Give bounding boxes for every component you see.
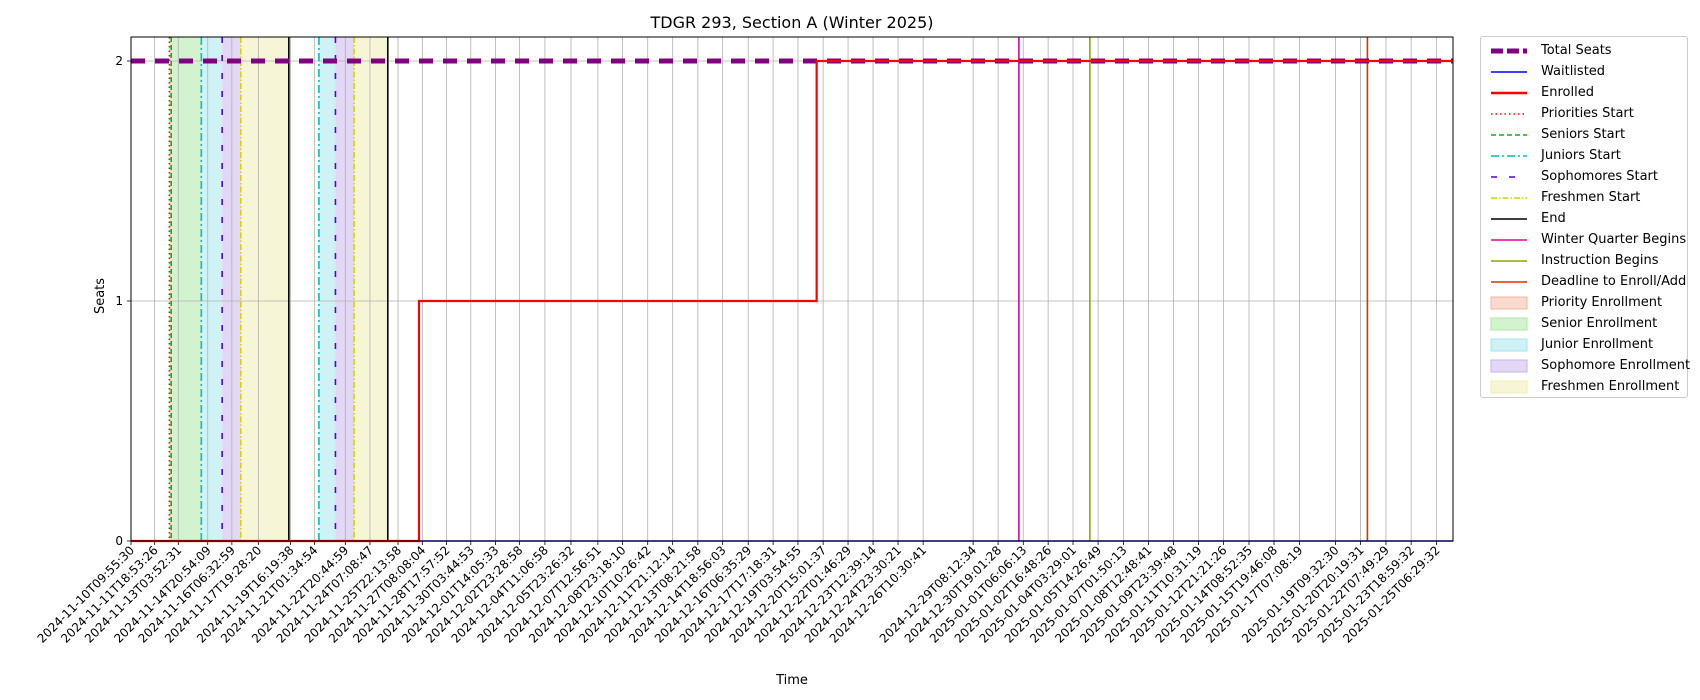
y-tick-label: 0 bbox=[115, 534, 123, 548]
legend-label: Enrolled bbox=[1541, 85, 1594, 100]
legend-item: Freshmen Enrollment bbox=[1489, 376, 1687, 397]
legend-item: Senior Enrollment bbox=[1489, 313, 1687, 334]
legend-swatch bbox=[1491, 70, 1527, 73]
plot-area: 2024-11-10T09:55:302024-11-11T18:53:2620… bbox=[35, 36, 1454, 646]
legend-label: Total Seats bbox=[1541, 43, 1612, 58]
x-axis-label: Time bbox=[775, 673, 808, 688]
legend-swatch bbox=[1491, 217, 1527, 220]
legend-item: Sophomore Enrollment bbox=[1489, 355, 1691, 376]
legend-swatch bbox=[1491, 259, 1527, 262]
legend-label: Waitlisted bbox=[1541, 64, 1606, 79]
legend-label: Sophomore Enrollment bbox=[1541, 358, 1691, 373]
legend-label: End bbox=[1541, 211, 1566, 226]
legend-swatch bbox=[1491, 154, 1527, 157]
y-axis-label: Seats bbox=[93, 278, 108, 314]
chart-title: TDGR 293, Section A (Winter 2025) bbox=[649, 13, 933, 32]
legend-item: Enrolled bbox=[1489, 82, 1687, 103]
legend-item: Priorities Start bbox=[1489, 103, 1687, 124]
legend-item: Junior Enrollment bbox=[1489, 334, 1687, 355]
legend-swatch bbox=[1491, 196, 1527, 199]
legend-label: Priorities Start bbox=[1541, 106, 1634, 121]
period-span bbox=[240, 37, 289, 541]
period-span bbox=[171, 37, 202, 541]
legend-swatch bbox=[1490, 296, 1528, 309]
legend-swatch bbox=[1491, 48, 1527, 53]
y-tick-label: 2 bbox=[115, 54, 123, 68]
legend-swatch bbox=[1491, 238, 1527, 241]
legend-swatch bbox=[1491, 280, 1527, 283]
axes-frame bbox=[130, 36, 1454, 542]
legend-item: Priority Enrollment bbox=[1489, 292, 1687, 313]
y-tick-label: 1 bbox=[115, 294, 123, 308]
period-span bbox=[335, 37, 355, 541]
legend-label: Juniors Start bbox=[1541, 148, 1621, 163]
period-span bbox=[354, 37, 388, 541]
legend-swatch bbox=[1490, 338, 1528, 351]
legend-label: Freshmen Enrollment bbox=[1541, 379, 1680, 394]
legend-item: Seniors Start bbox=[1489, 124, 1687, 145]
legend-item: Freshmen Start bbox=[1489, 187, 1687, 208]
legend-item: Winter Quarter Begins bbox=[1489, 229, 1687, 250]
legend-item: End bbox=[1489, 208, 1687, 229]
legend-label: Freshmen Start bbox=[1541, 190, 1641, 205]
legend: Total Seats Waitlisted Enrolled Priorities … bbox=[1480, 36, 1691, 398]
legend-label: Priority Enrollment bbox=[1541, 295, 1663, 310]
legend-item: Waitlisted bbox=[1489, 61, 1687, 82]
legend-swatch bbox=[1491, 91, 1527, 94]
period-span bbox=[318, 37, 336, 541]
legend-label: Seniors Start bbox=[1541, 127, 1626, 142]
legend-swatch bbox=[1491, 133, 1527, 136]
legend-swatch bbox=[1490, 359, 1528, 372]
legend-item: Total Seats bbox=[1489, 40, 1687, 61]
legend-label: Winter Quarter Begins bbox=[1541, 232, 1687, 247]
legend-item: Deadline to Enroll/Add bbox=[1489, 271, 1687, 292]
legend-item: Sophomores Start bbox=[1489, 166, 1687, 187]
legend-item: Instruction Begins bbox=[1489, 250, 1687, 271]
legend-label: Sophomores Start bbox=[1541, 169, 1658, 184]
legend-label: Instruction Begins bbox=[1541, 253, 1659, 268]
legend-item: Juniors Start bbox=[1489, 145, 1687, 166]
legend-swatch bbox=[1491, 112, 1527, 115]
legend-swatch bbox=[1491, 175, 1527, 178]
period-span bbox=[201, 37, 223, 541]
period-span bbox=[169, 37, 172, 541]
legend-label: Deadline to Enroll/Add bbox=[1541, 274, 1687, 289]
legend-swatch bbox=[1490, 380, 1528, 393]
legend-swatch bbox=[1490, 317, 1528, 330]
legend-label: Senior Enrollment bbox=[1541, 316, 1658, 331]
legend-label: Junior Enrollment bbox=[1541, 337, 1654, 352]
